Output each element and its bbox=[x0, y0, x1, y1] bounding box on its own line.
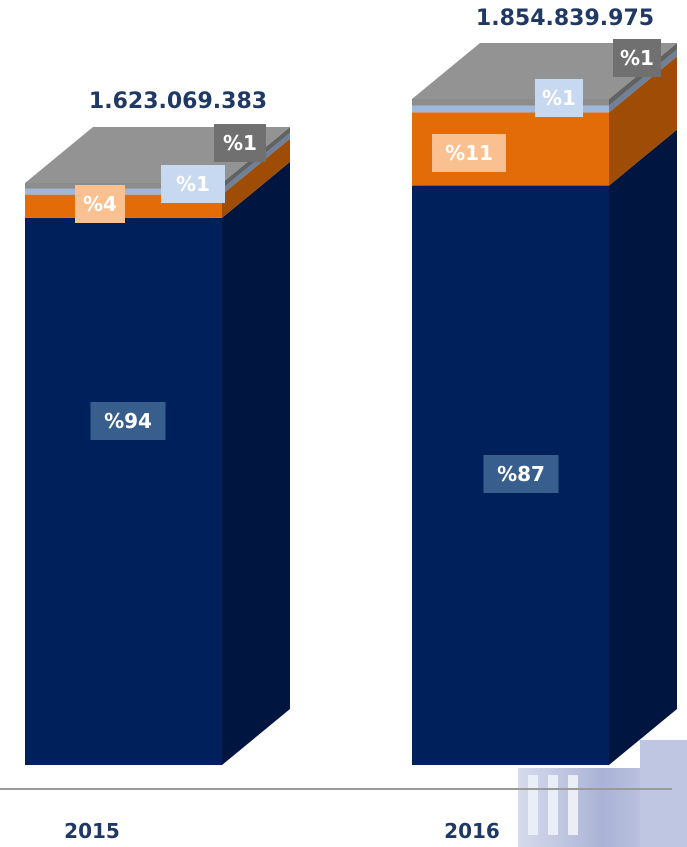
data-label-2016-3: %1 bbox=[613, 39, 661, 77]
data-label-2015-3: %1 bbox=[214, 124, 266, 162]
building-watermark bbox=[518, 740, 687, 847]
bar-side-2015-1 bbox=[222, 138, 290, 218]
bar-side-2016-1 bbox=[609, 56, 677, 186]
data-label-text-2015-0: %94 bbox=[104, 409, 152, 433]
data-labels-layer: %94 %4 %1 %1 %87 %11 %1 %1 bbox=[75, 39, 661, 493]
category-label-2015: 2015 bbox=[64, 819, 120, 843]
data-label-box-2015-0 bbox=[90, 402, 166, 440]
data-label-2015-0: %94 bbox=[90, 402, 166, 440]
data-label-2015-1: %4 bbox=[75, 185, 125, 223]
bar-segment-2016-1 bbox=[412, 56, 677, 186]
bar-front-2015-0 bbox=[25, 217, 222, 766]
data-label-text-2016-2: %1 bbox=[542, 86, 576, 110]
data-label-box-2016-1 bbox=[432, 134, 506, 172]
data-label-text-2016-0: %87 bbox=[497, 462, 545, 486]
data-label-text-2015-1: %4 bbox=[83, 192, 117, 216]
bar-side-2015-2 bbox=[222, 132, 290, 195]
bar-front-2016-2 bbox=[412, 105, 609, 113]
data-label-box-2015-3 bbox=[214, 124, 266, 162]
bar-side-2015-0 bbox=[222, 161, 290, 766]
data-label-box-2015-2 bbox=[161, 165, 225, 203]
data-label-2016-0: %87 bbox=[483, 455, 559, 493]
data-label-text-2015-3: %1 bbox=[223, 131, 257, 155]
bar-front-2016-3 bbox=[412, 99, 609, 106]
bar-side-2016-0 bbox=[609, 129, 677, 765]
total-label-2016: 1.854.839.975 bbox=[476, 6, 654, 31]
data-label-2016-1: %11 bbox=[432, 134, 506, 172]
data-label-box-2015-1 bbox=[75, 185, 125, 223]
data-label-box-2016-3 bbox=[613, 39, 661, 77]
data-label-box-2016-0 bbox=[483, 455, 559, 493]
data-label-text-2015-2: %1 bbox=[176, 172, 210, 196]
total-label-2015: 1.623.069.383 bbox=[89, 89, 267, 114]
bar-segment-2016-0 bbox=[412, 129, 677, 765]
category-label-2016: 2016 bbox=[444, 819, 500, 843]
bar-top-2016 bbox=[412, 43, 677, 99]
data-label-box-2016-2 bbox=[535, 79, 583, 117]
data-label-2016-2: %1 bbox=[535, 79, 583, 117]
bar-segment-2015-0 bbox=[25, 161, 290, 766]
data-label-text-2016-3: %1 bbox=[620, 46, 654, 70]
data-label-2015-2: %1 bbox=[161, 165, 225, 203]
data-label-text-2016-1: %11 bbox=[445, 141, 493, 165]
